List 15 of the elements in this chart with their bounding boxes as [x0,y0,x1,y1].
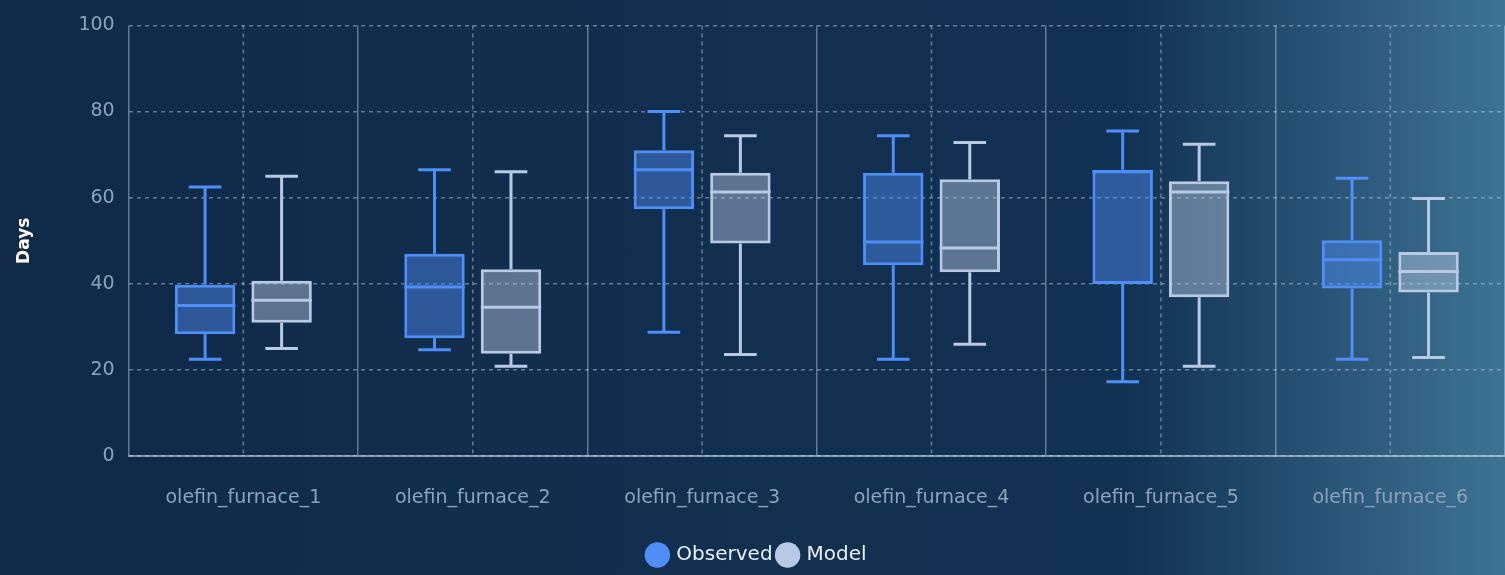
y-axis-title: Days [12,217,33,264]
x-tick-label: olefin_furnace_3 [624,484,781,508]
x-tick-label: olefin_furnace_6 [1312,484,1469,508]
legend-label: Model [806,541,867,566]
y-tick-label: 80 [90,98,115,121]
y-tick-label: 60 [90,184,115,207]
x-tick-label: olefin_furnace_5 [1083,484,1239,508]
x-tick-label: olefin_furnace_4 [853,484,1010,508]
y-tick-label: 40 [90,270,115,293]
y-tick-label: 20 [90,356,115,379]
legend-label: Observed [676,541,773,566]
x-tick-label: olefin_furnace_2 [394,484,551,508]
y-tick-label: 0 [102,443,115,466]
x-tick-label: olefin_furnace_1 [165,484,322,508]
y-tick-label: 100 [78,12,115,35]
